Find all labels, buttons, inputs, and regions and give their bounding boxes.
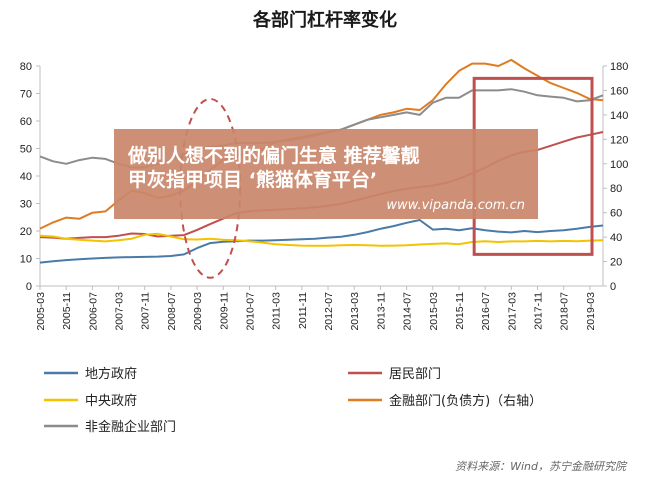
x-tick-label: 2012-07: [323, 292, 335, 331]
x-tick-label: 2018-07: [559, 292, 571, 331]
x-tick-label: 2009-03: [192, 292, 204, 331]
series-line-2: [39, 232, 604, 247]
legend-label-2: 中央政府: [85, 394, 137, 409]
watermark-url: www.vipanda.com.cn: [386, 198, 525, 213]
x-tick-label: 2006-07: [87, 292, 99, 331]
chart-title: 各部门杠杆率变化: [252, 9, 397, 31]
y-left-tick-label: 40: [20, 171, 32, 183]
x-tick-label: 2007-03: [114, 292, 126, 331]
x-tick-label: 2011-11: [297, 292, 309, 329]
legend-label-1: 居民部门: [389, 367, 441, 382]
x-tick-label: 2015-03: [428, 292, 440, 331]
y-left-tick-label: 60: [20, 116, 32, 128]
y-right-tick-label: 180: [610, 61, 628, 73]
y-left-tick-label: 80: [20, 61, 32, 73]
x-tick-label: 2005-11: [61, 292, 73, 330]
x-tick-label: 2016-07: [480, 292, 492, 331]
legend-label-0: 地方政府: [85, 366, 137, 382]
x-tick-label: 2011-03: [271, 292, 283, 330]
y-left-tick-label: 20: [20, 226, 32, 238]
y-left-tick-label: 10: [20, 254, 32, 266]
y-right-tick-label: 120: [610, 134, 628, 146]
x-tick-label: 2007-11: [140, 292, 152, 330]
watermark-overlay: 做别人想不到的偏门生意 推荐馨靓 甲灰指甲项目 ‘熊猫体育平台’ www.vip…: [114, 129, 538, 219]
legend-label-3: 金融部门(负债方)（右轴）: [389, 393, 542, 409]
x-tick-label: 2017-03: [506, 292, 518, 331]
y-right-tick-label: 20: [610, 257, 622, 269]
y-right-tick-label: 40: [610, 232, 622, 244]
series-line-0: [39, 219, 604, 264]
y-left-tick-label: 30: [20, 199, 32, 211]
y-right-tick-label: 80: [610, 183, 622, 195]
x-tick-label: 2014-07: [402, 292, 414, 331]
y-right-tick-label: 0: [610, 281, 616, 293]
x-tick-label: 2015-11: [454, 292, 466, 330]
watermark-line-1: 做别人想不到的偏门生意 推荐馨靓: [127, 144, 420, 167]
y-right-tick-label: 160: [610, 85, 628, 97]
axes: 0 10 20 30 40 50 60 70 80 0 20 40 60 80 100 120 140 160 18…: [20, 61, 629, 331]
source-note: 资料来源：Wind，苏宁金融研究院: [455, 460, 628, 473]
x-tick-label: 2005-03: [35, 292, 47, 331]
y-right-tick-label: 100: [610, 159, 628, 171]
y-left-tick-label: 0: [26, 281, 32, 293]
watermark-background: [114, 129, 538, 219]
y-left-tick-label: 70: [20, 89, 32, 101]
legend-label-4: 非金融企业部门: [85, 419, 176, 435]
y-right-tick-label: 60: [610, 208, 622, 220]
x-tick-label: 2019-03: [585, 292, 597, 331]
x-tick-label: 2017-11: [533, 292, 545, 330]
x-tick-label: 2013-11: [375, 292, 387, 330]
y-left-tick-label: 50: [20, 144, 32, 156]
x-tick-label: 2013-03: [349, 292, 361, 331]
x-tick-label: 2010-07: [244, 292, 256, 331]
x-tick-label: 2008-07: [166, 292, 178, 331]
x-tick-label: 2009-11: [218, 292, 230, 330]
y-right-tick-label: 140: [610, 110, 628, 122]
watermark-line-2: 甲灰指甲项目 ‘熊猫体育平台’: [128, 168, 377, 191]
